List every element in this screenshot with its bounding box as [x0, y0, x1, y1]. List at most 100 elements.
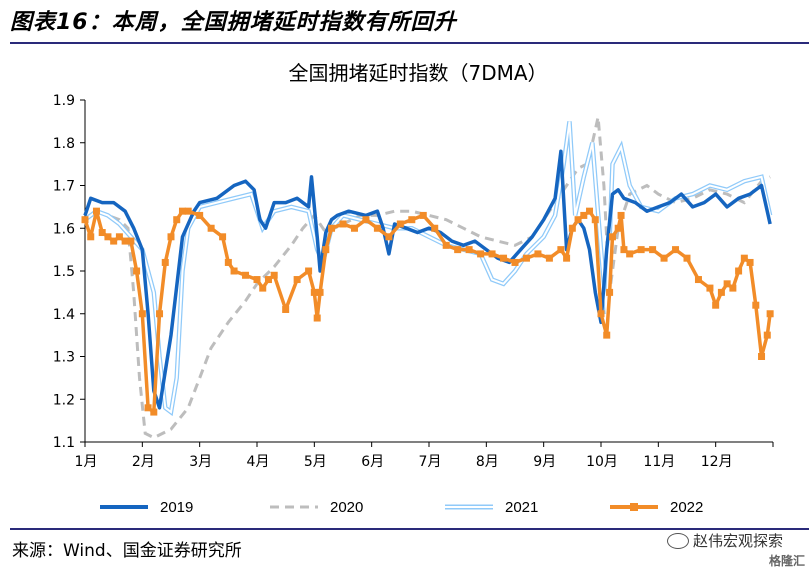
series-2022-point — [133, 267, 141, 275]
x-tick-label: 3月 — [189, 454, 212, 470]
legend-label-2021: 2021 — [505, 499, 538, 516]
x-tick-label: 7月 — [419, 454, 442, 470]
series-2022-point — [161, 258, 169, 266]
y-tick-label: 1.5 — [53, 264, 75, 280]
series-2022-point — [293, 276, 301, 284]
wechat-icon — [666, 532, 689, 549]
series-2022-point — [614, 224, 622, 232]
series-2022-point — [522, 254, 530, 262]
x-tick-label: 10月 — [586, 454, 618, 470]
series-2022-point — [313, 314, 321, 322]
series-2022-point — [758, 353, 766, 360]
x-tick-label: 8月 — [476, 454, 499, 470]
series-2022-point — [563, 254, 571, 262]
series-2022-point — [766, 310, 774, 318]
series-2022-point — [270, 271, 278, 279]
series-2022-point — [534, 250, 542, 258]
series-2022-point — [92, 207, 100, 215]
series-2022-point — [637, 246, 645, 254]
series-2022-point — [98, 229, 106, 237]
series-2022-point — [156, 310, 164, 318]
series-2022-point — [500, 254, 508, 262]
series-2022-point — [81, 216, 89, 224]
series-2022-point — [259, 284, 267, 292]
series-2022-point — [385, 233, 393, 241]
series-2022-point — [620, 246, 628, 254]
series-2022-point — [606, 288, 614, 296]
series-2022-point — [196, 211, 204, 219]
series-2021-line-inner — [84, 121, 772, 414]
y-tick-label: 1.1 — [53, 435, 75, 451]
series-2022-point — [706, 284, 714, 292]
series-2022-point — [545, 254, 553, 262]
series-2022-point — [310, 288, 318, 296]
series-2022-point — [184, 207, 192, 215]
series-2022-point — [178, 207, 186, 215]
series-2022-point — [617, 211, 625, 219]
series-2022-point — [626, 250, 634, 258]
series-2022-point — [350, 224, 358, 232]
chart: 全国拥堵延时指数（7DMA） 1.11.21.31.41.51.61.71.81… — [53, 61, 774, 516]
watermark-sub: 格隆汇 — [768, 554, 805, 568]
series-2022-point — [574, 216, 582, 224]
x-tick-label: 4月 — [247, 454, 270, 470]
y-tick-label: 1.2 — [53, 392, 75, 408]
series-2022-point — [511, 258, 519, 266]
series-2022-point — [608, 233, 616, 241]
series-2022-point — [603, 331, 611, 339]
axes: 1.1 1.2 1.3 1.4 1.5 1.6 1.7 1.8 1.9 1月 2月 3月 4月 5月 6月 7… — [53, 93, 774, 470]
series-2022-point — [253, 276, 261, 284]
series-2022-point — [396, 220, 404, 228]
series-2022-point — [752, 301, 760, 309]
x-tick-label: 12月 — [701, 454, 733, 470]
series-2022-point — [740, 254, 748, 262]
series-2022-point — [746, 258, 754, 266]
series-2022-point — [580, 211, 588, 219]
legend-label-2020: 2020 — [330, 499, 363, 516]
watermark-text: 赵伟宏观探索 — [692, 532, 783, 550]
series-2022-point — [127, 237, 135, 245]
series-2022-point — [322, 246, 330, 254]
series-2022-point — [672, 246, 680, 254]
y-tick-label: 1.3 — [53, 350, 75, 366]
x-tick-label: 9月 — [533, 454, 556, 470]
legend: 2019 2020 2021 2022 — [100, 499, 703, 516]
series-2022-point — [104, 233, 112, 241]
series-2022-point — [408, 216, 416, 224]
series-2022-point — [264, 276, 272, 284]
series-2022-point — [339, 220, 347, 228]
series-2022-point — [316, 288, 324, 296]
series-2022-point — [150, 408, 158, 416]
series-2022-point — [362, 216, 370, 224]
y-tick-label: 1.9 — [53, 93, 75, 109]
x-tick-label: 2月 — [132, 454, 155, 470]
header-rule — [10, 42, 809, 44]
watermark: 赵伟宏观探索 — [666, 530, 783, 551]
x-tick-label: 11月 — [643, 454, 675, 470]
series-2022-point — [694, 276, 702, 284]
series-2022-point — [305, 267, 313, 275]
series-2022-point — [597, 310, 605, 318]
series-2022-point — [729, 284, 737, 292]
series-2022-point — [586, 207, 594, 215]
series-2022-point — [591, 216, 599, 224]
series-2022-point — [557, 246, 565, 254]
series-2022-point — [328, 224, 336, 232]
series-2022-point — [121, 237, 129, 245]
y-tick-label: 1.4 — [53, 307, 75, 323]
legend-swatch-2022-marker — [630, 503, 638, 511]
series-2022-point — [224, 258, 232, 266]
series-2022-point — [242, 271, 250, 279]
figure-title: 图表16：本周，全国拥堵延时指数有所回升 — [10, 10, 457, 35]
series-2022-point — [219, 233, 227, 241]
y-tick-label: 1.8 — [53, 136, 75, 152]
series-2022-point — [173, 216, 181, 224]
series-2022-point — [568, 224, 576, 232]
legend-label-2019: 2019 — [160, 499, 193, 516]
series-2022-point — [138, 310, 146, 318]
legend-label-2022: 2022 — [670, 499, 703, 516]
series-2022-point — [649, 246, 657, 254]
series-2022-point — [454, 246, 462, 254]
series-2022-point — [373, 224, 381, 232]
series-2019-line — [83, 149, 772, 410]
